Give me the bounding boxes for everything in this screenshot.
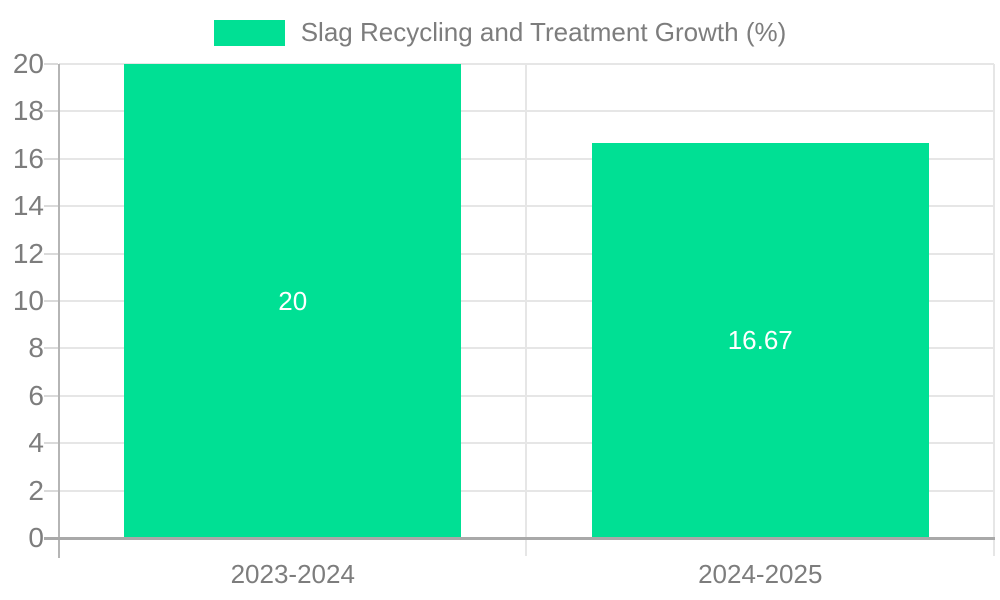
y-tick-mark xyxy=(44,63,58,65)
x-category-label: 2024-2025 xyxy=(698,559,823,589)
bar-value-label: 20 xyxy=(278,285,308,316)
y-tick-mark xyxy=(44,205,58,208)
y-tick-label: 20 xyxy=(12,48,44,79)
legend[interactable]: Slag Recycling and Treatment Growth (%) xyxy=(0,17,1000,48)
y-tick-mark xyxy=(44,110,58,113)
y-tick-mark xyxy=(44,157,58,160)
y-tick-mark xyxy=(44,489,58,492)
y-tick-label: 14 xyxy=(12,190,44,222)
plot-area: 20 16.67 xyxy=(59,63,995,556)
y-tick-label: 12 xyxy=(12,237,44,269)
y-tick-label: 10 xyxy=(12,285,44,316)
bar-value-label: 16.67 xyxy=(727,324,793,355)
y-tick-label: 6 xyxy=(28,379,44,411)
y-axis-line xyxy=(58,64,60,558)
x-category-label: 2023-2024 xyxy=(230,559,355,589)
bar-2024-2025[interactable]: 16.67 xyxy=(591,142,929,538)
x-axis-line xyxy=(44,537,995,540)
y-tick-label: 2 xyxy=(28,474,44,506)
x-gridline xyxy=(525,64,527,556)
bar-2023-2024[interactable]: 20 xyxy=(124,64,462,538)
y-tick-mark xyxy=(44,300,58,302)
x-gridline xyxy=(992,64,995,556)
y-tick-label: 0 xyxy=(28,522,44,553)
legend-label: Slag Recycling and Treatment Growth (%) xyxy=(300,17,787,47)
y-tick-label: 16 xyxy=(12,142,44,174)
y-tick-label: 4 xyxy=(28,427,44,459)
y-tick-label: 8 xyxy=(28,332,44,364)
y-tick-mark xyxy=(44,252,58,255)
y-tick-mark xyxy=(44,394,58,397)
y-tick-label: 18 xyxy=(12,95,44,127)
legend-marker-icon xyxy=(213,19,285,46)
y-tick-mark xyxy=(44,347,58,350)
y-tick-mark xyxy=(44,442,58,445)
